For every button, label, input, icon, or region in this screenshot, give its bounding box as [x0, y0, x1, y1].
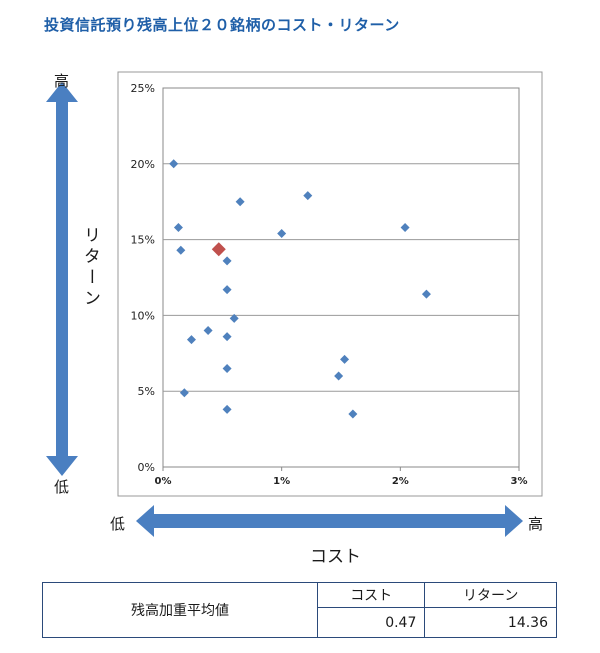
data-point [334, 371, 344, 381]
y-axis-low-label: 低 [54, 478, 70, 496]
x-axis-label: コスト [310, 547, 361, 567]
y-tick-label: 0% [138, 461, 155, 474]
data-point [203, 326, 213, 336]
y-tick-label: 10% [131, 309, 155, 322]
data-point [222, 285, 232, 295]
y-axis-label: リターン [80, 226, 100, 310]
horizontal-arrow [136, 505, 523, 537]
data-point [235, 197, 245, 207]
data-point [340, 354, 350, 364]
data-point [348, 409, 358, 419]
data-point [222, 332, 232, 342]
data-point [400, 222, 410, 232]
data-point [229, 313, 239, 323]
return-header: リターン [424, 582, 557, 608]
y-axis-high-label: 高 [54, 72, 70, 90]
data-point [222, 363, 232, 373]
y-tick-label: 15% [131, 234, 155, 247]
data-point [421, 289, 431, 299]
data-point [303, 191, 313, 201]
x-tick-label: 3% [511, 476, 528, 487]
x-tick-label: 2% [392, 476, 409, 487]
vertical-arrow [46, 82, 78, 476]
data-point [222, 404, 232, 414]
x-tick-label: 1% [273, 476, 290, 487]
average-table: 残高加重平均値 コスト リターン 0.47 14.36 [42, 582, 557, 638]
y-tick-label: 25% [131, 82, 155, 95]
data-point [277, 229, 287, 239]
y-tick-label: 5% [138, 385, 155, 398]
x-axis-high-label: 高 [528, 515, 544, 533]
data-point [179, 388, 189, 398]
chart-title: 投資信託預り残高上位２０銘柄のコスト・リターン [44, 16, 400, 34]
cost-value: 0.47 [316, 607, 426, 638]
data-point [173, 222, 183, 232]
chart-area-border [117, 71, 543, 497]
data-point [169, 159, 179, 169]
data-point [176, 245, 186, 255]
x-tick-label: 0% [155, 476, 172, 487]
return-value: 14.36 [424, 607, 557, 638]
data-point [222, 256, 232, 266]
data-point [186, 335, 196, 345]
average-row-label: 残高加重平均値 [42, 582, 318, 638]
x-axis-low-label: 低 [110, 515, 126, 533]
plot-area [162, 87, 520, 468]
average-point [211, 242, 226, 257]
cost-header: コスト [316, 582, 426, 608]
y-tick-label: 20% [131, 158, 155, 171]
